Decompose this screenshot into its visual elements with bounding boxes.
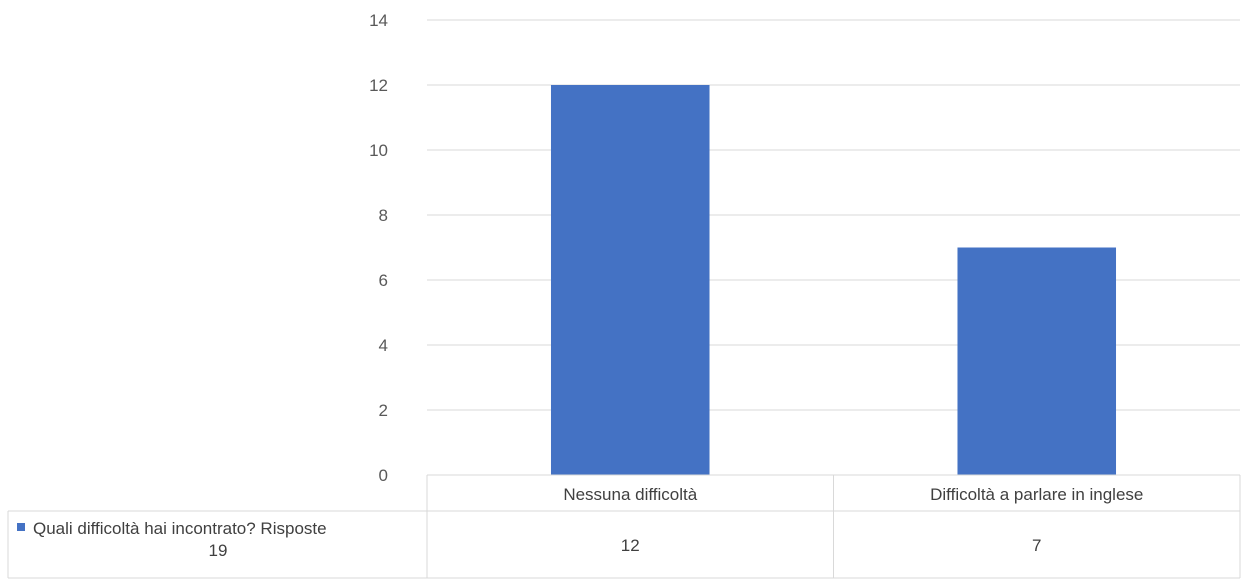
y-axis-tick-labels: 0 2 4 6 8 10 12 14 bbox=[369, 11, 388, 485]
y-tick-label: 10 bbox=[369, 141, 388, 160]
series-name-line: Quali difficoltà hai incontrato? Rispost… bbox=[33, 519, 327, 538]
y-tick-label: 8 bbox=[379, 206, 388, 225]
y-tick-label: 0 bbox=[379, 466, 388, 485]
y-tick-label: 4 bbox=[379, 336, 388, 355]
bar-1 bbox=[550, 85, 710, 475]
data-label: 7 bbox=[1032, 536, 1041, 555]
category-label: Difficoltà a parlare in inglese bbox=[930, 485, 1143, 504]
bars bbox=[550, 85, 1117, 475]
gridlines bbox=[427, 19, 1240, 411]
legend-key bbox=[17, 523, 25, 531]
data-table: Nessuna difficoltà 12 Difficoltà a parlare… bbox=[7, 474, 1241, 579]
y-tick-label: 6 bbox=[379, 271, 388, 290]
bar-2 bbox=[957, 247, 1117, 475]
series-name-line: 19 bbox=[209, 541, 228, 560]
y-tick-label: 12 bbox=[369, 76, 388, 95]
series-name: Quali difficoltà hai incontrato? Rispost… bbox=[33, 519, 327, 560]
y-tick-label: 2 bbox=[379, 401, 388, 420]
data-label: 12 bbox=[621, 536, 640, 555]
y-tick-label: 14 bbox=[369, 11, 388, 30]
category-label: Nessuna difficoltà bbox=[563, 485, 697, 504]
